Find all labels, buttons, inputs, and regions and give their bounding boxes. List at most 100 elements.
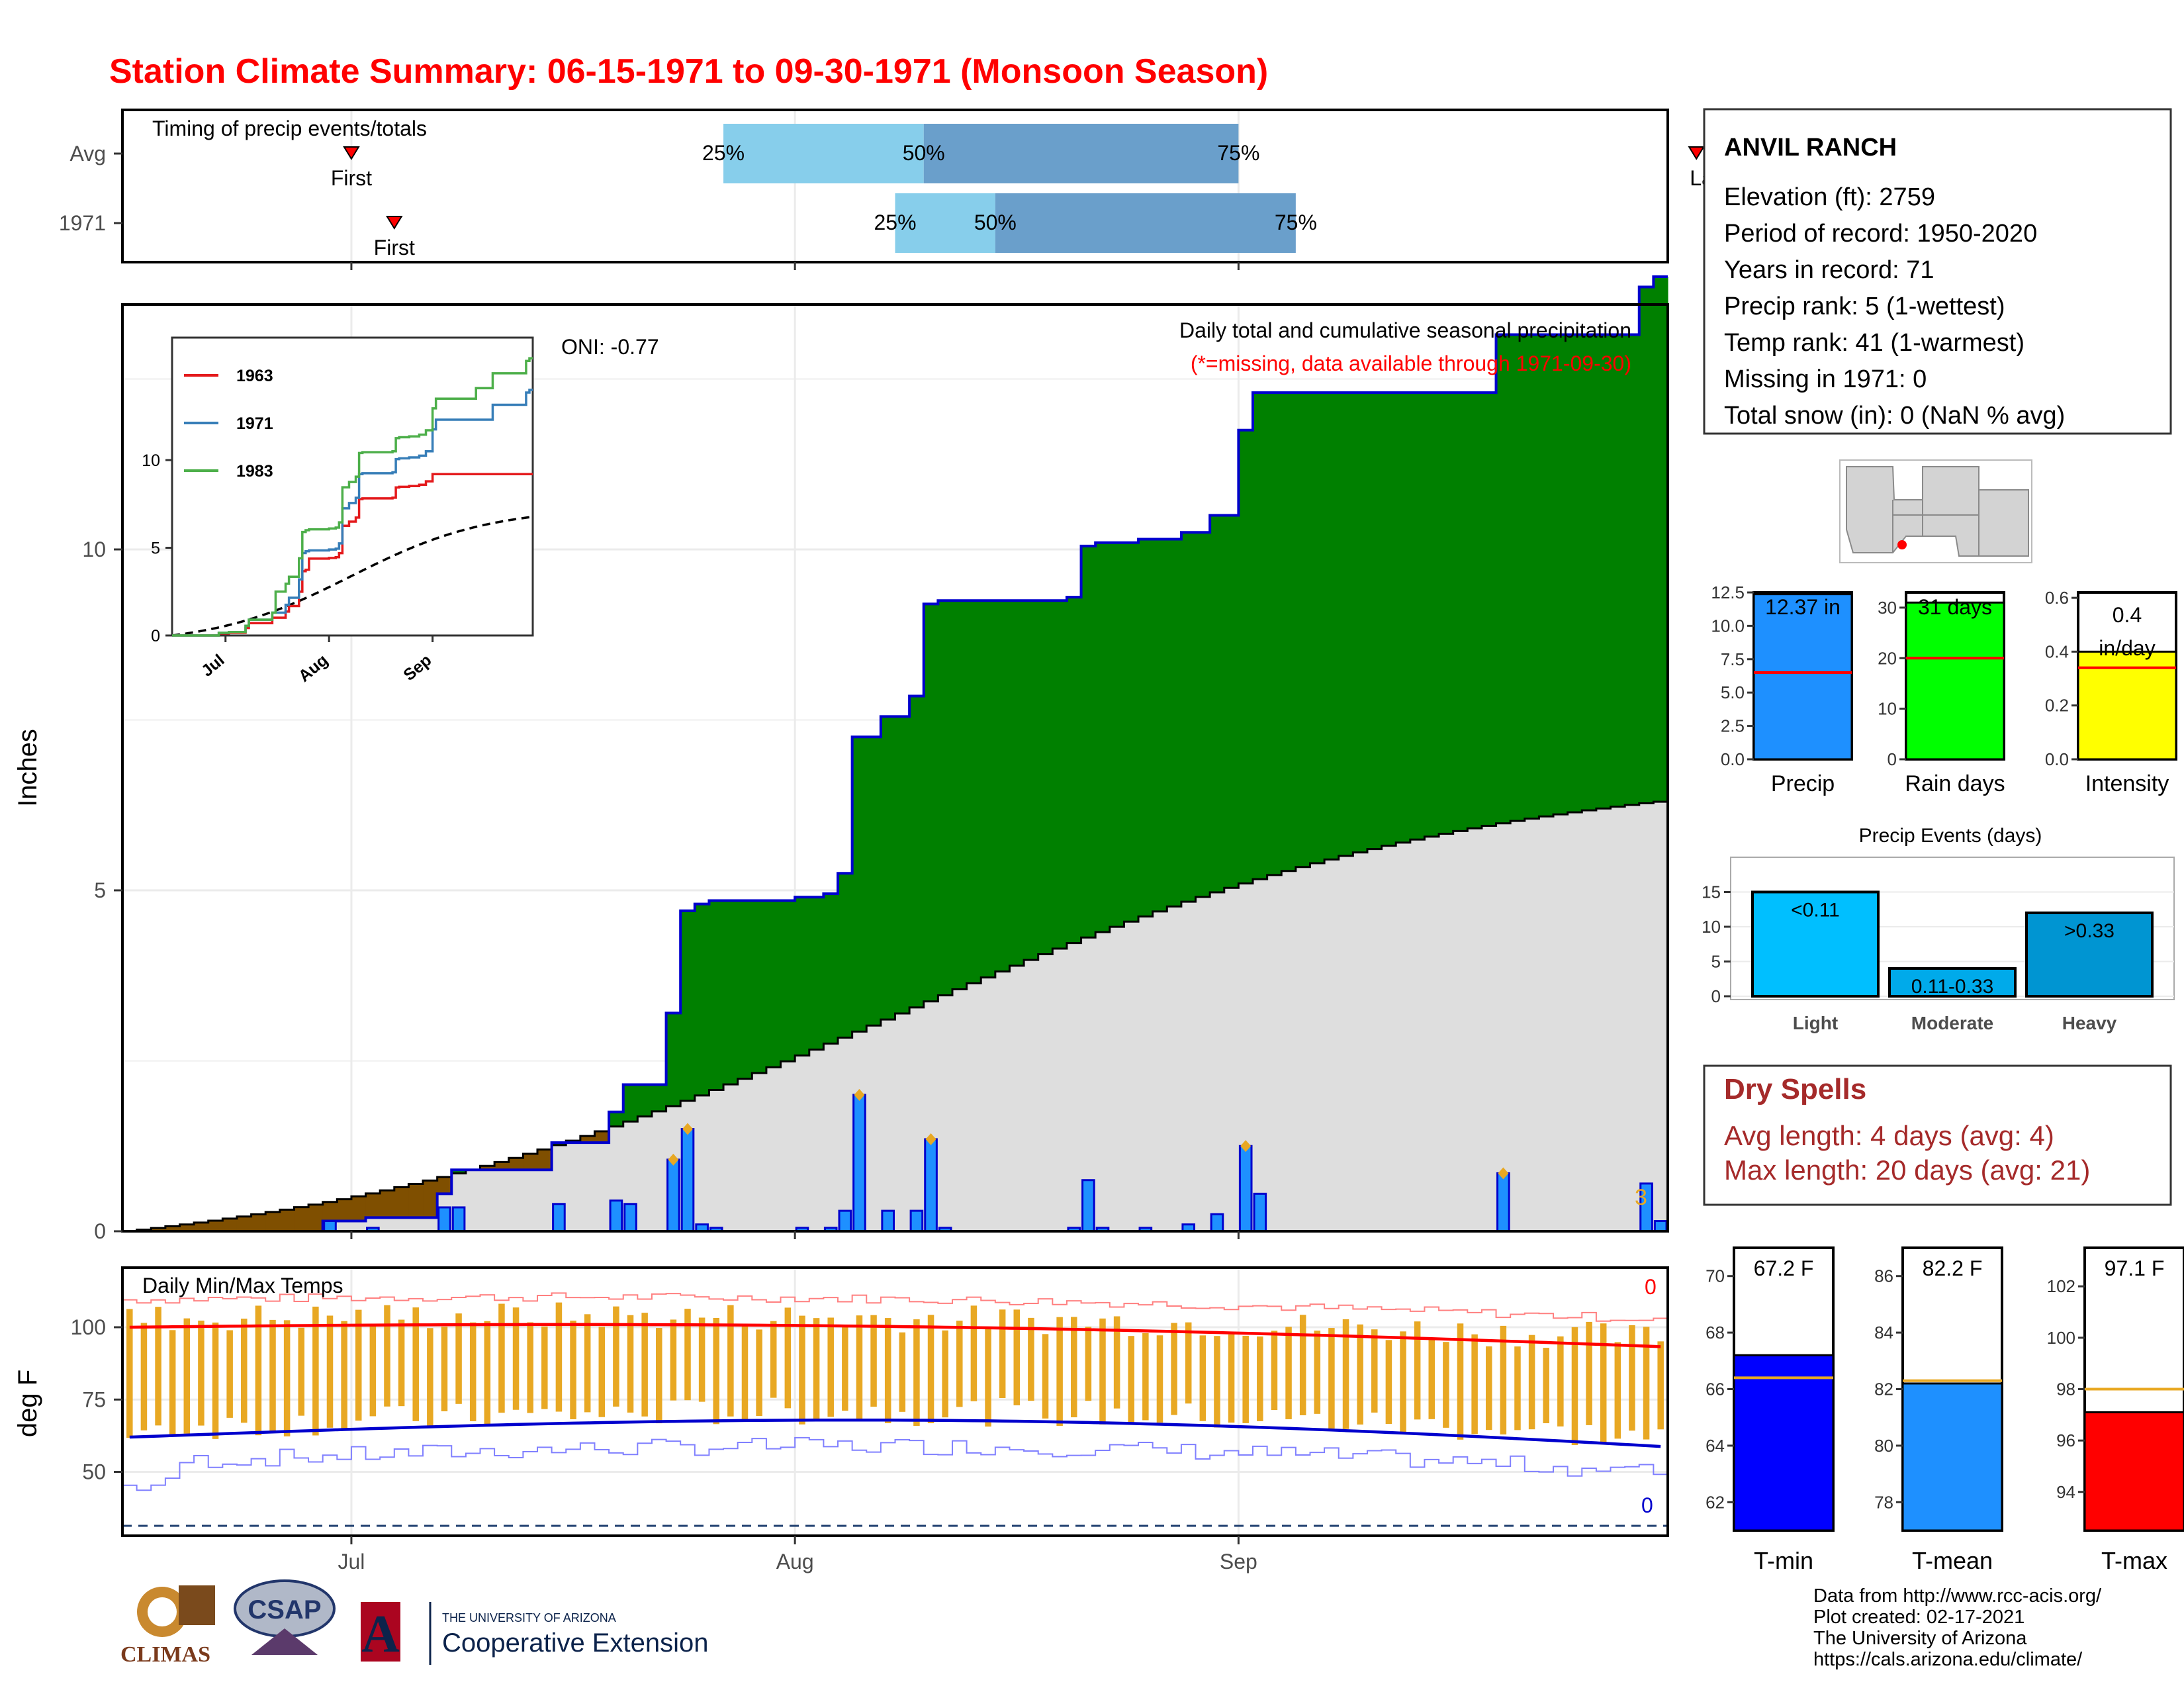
temp-xtick-label: Jul	[338, 1550, 365, 1573]
surplus-segment	[952, 600, 968, 990]
daily-temp-range-bar	[1514, 1346, 1521, 1430]
station-snow: Total snow (in): 0 (NaN % avg)	[1724, 402, 2065, 430]
daily-temp-range-bar	[183, 1318, 191, 1434]
daily-precip-bar	[451, 1206, 466, 1233]
extreme-precip-marker	[682, 1123, 694, 1135]
temp-bar-value-label: 82.2 F	[1923, 1256, 1983, 1280]
surplus-segment	[909, 696, 925, 1008]
daily-temp-range-bar	[1257, 1336, 1263, 1421]
summary-ytick-label: 7.5	[1721, 649, 1745, 669]
deficit-segment	[394, 1187, 410, 1218]
surplus-segment	[609, 1111, 624, 1127]
deficit-segment	[537, 1149, 553, 1170]
daily-temp-range-bar	[942, 1330, 948, 1418]
daily-temp-range-bar	[713, 1317, 720, 1425]
precip-panel: 0 5 10 Inches Daily total and cumulative s…	[13, 275, 1669, 1243]
daily-temp-range-bar	[1643, 1327, 1650, 1440]
daily-temp-range-bar	[541, 1326, 548, 1409]
surplus-segment	[1582, 334, 1597, 811]
precip-end-marker: 3	[1635, 1185, 1647, 1210]
temp-bar-ytick-label: 86	[1874, 1266, 1893, 1286]
temp-bar-ytick-label: 80	[1874, 1436, 1893, 1456]
station-location-dot	[1897, 540, 1907, 549]
daily-temp-range-bar	[1500, 1325, 1507, 1434]
surplus-segment	[1095, 542, 1111, 933]
events-ytick-label: 5	[1711, 952, 1721, 972]
surplus-segment	[1496, 334, 1511, 823]
events-ytick-label: 10	[1702, 917, 1721, 937]
daily-temp-range-bar	[441, 1327, 448, 1411]
deficit-segment	[480, 1166, 495, 1170]
temp-bar-label: T-min	[1754, 1547, 1813, 1574]
temp-bar-ytick-label: 62	[1706, 1492, 1725, 1512]
daily-temp-range-bar	[512, 1307, 520, 1410]
daily-temp-range-bar	[241, 1319, 248, 1423]
surplus-segment	[838, 873, 853, 1038]
station-box-frame	[1703, 108, 2172, 435]
daily-temp-range-bar	[756, 1329, 762, 1417]
deficit-segment	[151, 1228, 166, 1231]
dry-spells-box: Dry Spells Avg length: 4 days (avg: 4) M…	[1703, 1064, 2172, 1206]
cumulative-1971-line	[122, 275, 1668, 1233]
surplus-segment	[723, 900, 739, 1085]
daily-temp-range-bar	[1271, 1331, 1278, 1411]
temp-bar-ytick-label: 100	[2047, 1328, 2075, 1348]
surplus-segment	[1510, 334, 1525, 821]
daily-temp-range-bar	[698, 1317, 705, 1402]
daily-temp-range-bar	[1242, 1335, 1249, 1423]
deficit-segment	[594, 1131, 610, 1143]
inset-legend-label-1963: 1963	[236, 367, 273, 385]
daily-temp-range-bar	[1113, 1316, 1120, 1409]
surplus-segment	[1152, 539, 1167, 912]
daily-temp-range-bar	[126, 1309, 133, 1438]
temp-bar-ytick-label: 78	[1874, 1492, 1893, 1512]
tmin-average-line	[129, 1418, 1661, 1448]
surplus-segment	[1381, 393, 1396, 846]
daily-temp-range-bar	[1571, 1327, 1578, 1445]
surplus-segment	[1052, 600, 1068, 949]
temp-y-axis-label: deg F	[13, 1370, 42, 1437]
precip-events-chart: Precip Events (days) 0 5 10 15 <0.11 Light 0.1…	[1702, 825, 2175, 1033]
surplus-segment	[981, 600, 996, 978]
station-missing: Missing in 1971: 0	[1724, 365, 1927, 393]
daily-temp-range-bar	[1156, 1335, 1163, 1423]
deficit-segment	[251, 1214, 266, 1231]
station-period: Period of record: 1950-2020	[1724, 220, 2037, 248]
deficit-segment	[308, 1204, 324, 1231]
temp-bar-ytick-label: 94	[2056, 1482, 2075, 1502]
summary-ytick-label: 2.5	[1721, 716, 1745, 736]
surplus-segment	[809, 897, 824, 1050]
daily-temp-range-bar	[1428, 1338, 1435, 1419]
surplus-segment	[1596, 334, 1612, 809]
surplus-segment	[923, 604, 938, 1002]
inset-ytick-label: 5	[151, 539, 160, 558]
surplus-segment	[1267, 393, 1282, 875]
deficit-segment	[523, 1153, 538, 1170]
daily-temp-range-bar	[570, 1321, 576, 1419]
precip-panel-border	[121, 303, 1669, 1233]
daily-temp-range-bar	[427, 1328, 433, 1427]
footer-line-2: Plot created: 02-17-2021	[1813, 1607, 2025, 1628]
temp-panel-bg	[122, 1268, 1668, 1536]
precip-y-axis-label: Inches	[13, 729, 42, 807]
summary-ytick-label: 0.2	[2045, 696, 2069, 716]
daily-precip-bar	[609, 1199, 623, 1233]
climas-logo-text: CLIMAS	[120, 1642, 210, 1667]
daily-temp-range-bar	[1485, 1346, 1492, 1430]
summary-bar-rain-days	[1905, 601, 2005, 761]
daily-temp-range-bar	[842, 1325, 848, 1411]
daily-temp-range-bar	[384, 1305, 390, 1407]
deficit-segment	[508, 1158, 523, 1170]
surplus-segment	[1653, 277, 1668, 802]
timing-panel: Timing of precip events/totals Avg 1971 …	[59, 109, 2071, 270]
inset-legend-label-1983: 1983	[236, 462, 273, 481]
inset-frame	[171, 336, 534, 637]
daily-temp-range-bar	[140, 1323, 148, 1430]
daily-precip-bar	[1238, 1145, 1253, 1233]
daily-temp-range-bar	[1600, 1323, 1607, 1443]
daily-temp-range-bar	[913, 1319, 920, 1427]
summary-value-label: 31 days	[1918, 595, 1992, 619]
surplus-segment	[694, 904, 710, 1096]
daily-temp-range-bar	[1214, 1336, 1220, 1428]
